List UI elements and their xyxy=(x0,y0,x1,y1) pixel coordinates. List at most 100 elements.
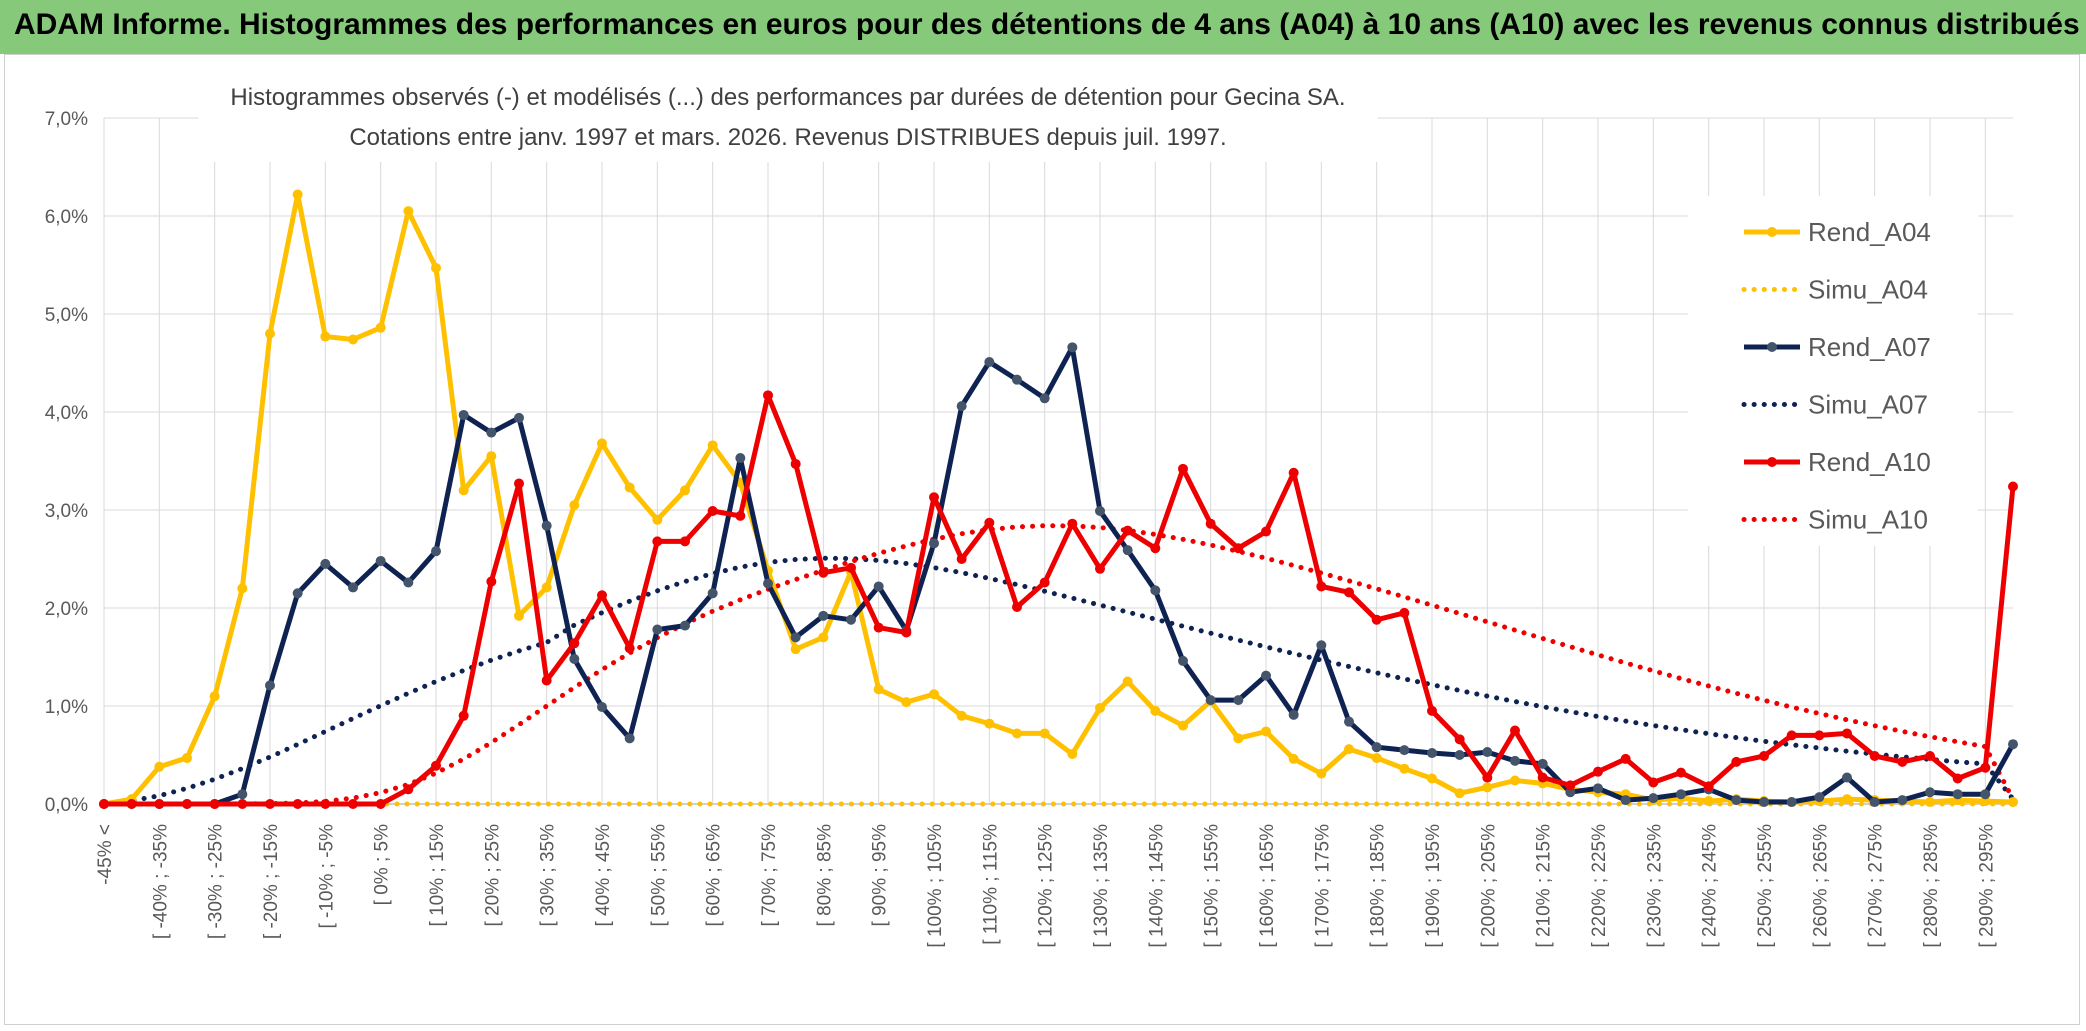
y-tick-label: 5,0% xyxy=(45,305,88,326)
legend-item: Rend_A10 xyxy=(1744,447,1931,477)
data-point xyxy=(763,390,773,401)
y-tick-label: 0,0% xyxy=(45,795,88,816)
data-point xyxy=(2008,797,2018,808)
data-point xyxy=(1814,792,1825,803)
data-point xyxy=(1095,702,1105,713)
data-point xyxy=(929,492,939,503)
data-point xyxy=(2008,481,2018,492)
x-tick-label: [ 60% ; 65% xyxy=(704,824,725,927)
legend-label: Simu_A07 xyxy=(1808,390,1928,420)
data-point xyxy=(1344,716,1354,727)
data-point xyxy=(320,558,331,569)
data-point xyxy=(680,536,690,547)
legend-label: Simu_A10 xyxy=(1808,505,1928,535)
data-point xyxy=(1786,797,1797,808)
data-point xyxy=(1316,581,1327,592)
data-point xyxy=(1980,789,1991,800)
data-point xyxy=(431,262,441,273)
data-point xyxy=(956,401,967,412)
data-point xyxy=(1703,781,1714,792)
data-point xyxy=(790,458,801,469)
data-point xyxy=(320,331,331,342)
series-rend_a10 xyxy=(99,390,2018,809)
data-point xyxy=(1150,543,1161,554)
data-point xyxy=(1371,752,1382,763)
data-point xyxy=(1012,374,1022,385)
header-banner: ADAM Informe. Histogrammes des performan… xyxy=(0,0,2086,56)
data-point xyxy=(1039,393,1050,404)
data-point xyxy=(1593,783,1603,794)
data-point xyxy=(237,583,248,594)
data-point xyxy=(818,632,829,643)
data-point xyxy=(1427,773,1437,784)
x-tick-label: [ 110% ; 115% xyxy=(980,824,1001,945)
data-point xyxy=(901,627,912,638)
data-point xyxy=(1122,525,1133,536)
data-point xyxy=(707,505,718,516)
data-point xyxy=(1316,768,1327,779)
data-point xyxy=(1842,794,1852,805)
data-point xyxy=(1759,750,1769,761)
x-tick-label: [ 170% ; 175% xyxy=(1312,824,1333,948)
legend-marker xyxy=(1767,342,1777,352)
x-tick-label: [ 50% ; 55% xyxy=(648,824,669,927)
data-point xyxy=(1427,705,1437,716)
legend-item: Simu_A10 xyxy=(1741,505,1928,535)
data-point xyxy=(1925,787,1935,798)
data-point xyxy=(1399,607,1410,618)
data-point xyxy=(597,701,607,712)
data-point xyxy=(680,620,690,631)
legend-label: Simu_A04 xyxy=(1808,275,1928,305)
data-point xyxy=(1039,577,1050,588)
data-point xyxy=(1067,749,1078,760)
x-tick-label: [ 210% ; 215% xyxy=(1534,824,1555,948)
x-tick-label: [ 250% ; 255% xyxy=(1755,824,1776,948)
legend-marker xyxy=(1767,227,1777,237)
data-point xyxy=(1178,463,1188,474)
x-tick-label: [ 20% ; 25% xyxy=(482,824,503,927)
data-point xyxy=(1427,748,1437,759)
data-point xyxy=(2008,739,2018,750)
series-line xyxy=(101,555,2016,806)
x-tick-label: [ 130% ; 135% xyxy=(1091,824,1112,948)
data-point xyxy=(597,590,607,601)
x-tick-label: [ 10% ; 15% xyxy=(427,824,448,927)
data-point xyxy=(1952,789,1963,800)
data-point xyxy=(1925,750,1935,761)
y-tick-label: 4,0% xyxy=(45,403,88,424)
x-tick-label: [ -10% ; -5% xyxy=(316,824,337,929)
data-point xyxy=(929,538,939,549)
legend-item: Rend_A07 xyxy=(1744,332,1931,362)
data-point xyxy=(209,799,220,809)
data-point xyxy=(1510,725,1520,736)
data-point xyxy=(652,624,663,635)
data-point xyxy=(1620,753,1631,764)
data-point xyxy=(984,517,995,528)
x-tick-label: [ 30% ; 35% xyxy=(538,824,559,927)
data-point xyxy=(1593,766,1603,777)
y-tick-label: 7,0% xyxy=(45,109,88,130)
data-point xyxy=(458,485,469,496)
data-point xyxy=(1399,745,1410,756)
data-point xyxy=(1399,763,1410,774)
data-point xyxy=(237,799,248,809)
data-point xyxy=(1842,728,1852,739)
x-tick-label: [ 240% ; 245% xyxy=(1700,824,1721,948)
data-point xyxy=(431,760,441,771)
data-point xyxy=(320,799,331,809)
data-point xyxy=(735,510,746,521)
x-tick-label: [ 280% ; 285% xyxy=(1921,824,1942,948)
data-point xyxy=(790,632,801,643)
data-point xyxy=(1980,762,1991,773)
data-point xyxy=(1731,756,1742,767)
data-point xyxy=(1150,585,1161,596)
data-point xyxy=(846,614,856,625)
data-point xyxy=(873,684,884,695)
data-point xyxy=(873,622,884,633)
x-tick-label: [ 100% ; 105% xyxy=(925,824,946,948)
legend-background xyxy=(1688,196,1978,546)
legend: Rend_A04 Simu_A04 Rend_A07 Simu_A07 Rend_A10… xyxy=(1741,217,1931,535)
data-point xyxy=(1759,797,1769,808)
data-point xyxy=(1676,767,1686,778)
